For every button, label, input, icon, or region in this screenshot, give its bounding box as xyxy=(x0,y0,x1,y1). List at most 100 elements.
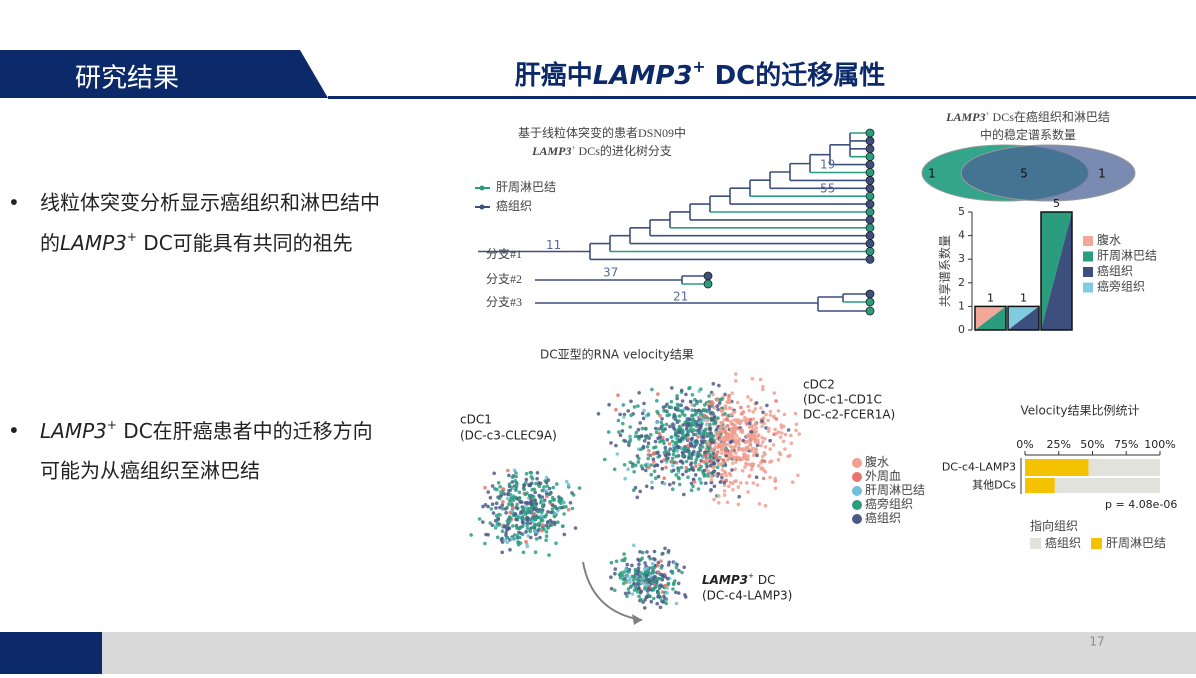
cell xyxy=(646,456,650,461)
cell xyxy=(684,406,689,410)
cell xyxy=(617,430,621,434)
cell xyxy=(751,427,755,432)
cell xyxy=(642,401,646,406)
cell xyxy=(680,399,685,403)
tree-tip xyxy=(865,239,875,249)
cell xyxy=(633,434,638,439)
cell xyxy=(496,481,501,485)
cell xyxy=(731,488,735,492)
cell xyxy=(650,486,654,490)
cell xyxy=(743,465,747,469)
cell xyxy=(573,526,578,530)
cell xyxy=(546,510,550,514)
cell xyxy=(773,427,777,432)
cell xyxy=(529,471,533,475)
cell xyxy=(629,584,634,588)
cell xyxy=(669,399,674,404)
cell xyxy=(546,478,551,482)
cell xyxy=(747,425,752,429)
cell xyxy=(768,460,772,464)
cell xyxy=(652,460,656,464)
bar xyxy=(1025,459,1089,476)
tree-tip xyxy=(865,168,875,177)
cell xyxy=(501,499,505,504)
cell xyxy=(715,398,720,402)
y-tick-label: 3 xyxy=(958,252,965,265)
cell xyxy=(750,446,755,451)
branch-label: 分支#3 xyxy=(486,295,522,309)
cell xyxy=(620,429,625,433)
cell xyxy=(720,468,725,472)
cell xyxy=(714,427,719,432)
cell xyxy=(670,569,675,574)
cell xyxy=(643,561,647,565)
cell xyxy=(495,535,500,540)
cell xyxy=(706,469,710,474)
cell xyxy=(675,406,680,410)
cell xyxy=(712,464,717,469)
cell xyxy=(536,523,541,527)
venn-title-part: DCs在癌组织和淋巴结 xyxy=(990,109,1110,124)
cell xyxy=(781,439,786,444)
cell xyxy=(702,468,707,473)
cell xyxy=(739,405,743,410)
cell xyxy=(697,408,701,413)
cell xyxy=(668,482,672,487)
cell xyxy=(614,559,619,564)
cell xyxy=(721,429,725,434)
cell xyxy=(723,404,728,408)
cell xyxy=(705,418,710,423)
y-tick-label: 1 xyxy=(958,299,965,312)
cell xyxy=(564,479,569,484)
cluster-label: DC-c2-FCER1A) xyxy=(803,408,895,422)
cell xyxy=(745,434,749,439)
cell xyxy=(526,510,530,515)
cell xyxy=(629,413,633,418)
cell xyxy=(677,419,681,423)
cell xyxy=(481,520,485,524)
cell xyxy=(537,484,542,489)
cell xyxy=(723,448,728,453)
cell xyxy=(794,428,798,433)
cell xyxy=(730,454,734,458)
cell xyxy=(596,412,601,416)
cell xyxy=(663,583,667,588)
cell xyxy=(754,421,758,426)
cell xyxy=(660,576,664,580)
legend-swatch xyxy=(1091,538,1102,549)
cell xyxy=(765,403,769,408)
cell xyxy=(609,575,613,579)
cell xyxy=(655,420,659,425)
cell xyxy=(652,566,657,570)
cell xyxy=(663,546,667,551)
footer-bar xyxy=(102,632,1196,674)
cell xyxy=(613,567,618,571)
cell xyxy=(664,465,668,470)
cell xyxy=(530,481,534,486)
cell xyxy=(672,460,677,465)
cell xyxy=(713,454,718,458)
cell xyxy=(703,413,707,418)
cell xyxy=(727,484,731,489)
cell xyxy=(722,480,726,485)
cell xyxy=(691,484,695,489)
bullet-text-part: 的 xyxy=(40,231,60,255)
cell xyxy=(486,533,490,537)
cell xyxy=(656,563,660,568)
tree-tip xyxy=(865,297,875,307)
cell xyxy=(665,586,669,590)
cell xyxy=(682,565,686,570)
bar-part xyxy=(975,306,1006,330)
cell xyxy=(759,466,764,471)
cell xyxy=(692,480,697,484)
cell xyxy=(627,591,631,595)
cell xyxy=(692,445,697,449)
cell xyxy=(533,550,538,554)
legend-label: 外周血 xyxy=(865,469,901,483)
slide-title-part: 肝癌中 xyxy=(515,60,593,91)
legend-label: 癌旁组织 xyxy=(865,496,913,511)
cell xyxy=(562,512,566,516)
cell xyxy=(712,406,716,410)
cell xyxy=(503,507,508,511)
cell xyxy=(746,395,750,399)
